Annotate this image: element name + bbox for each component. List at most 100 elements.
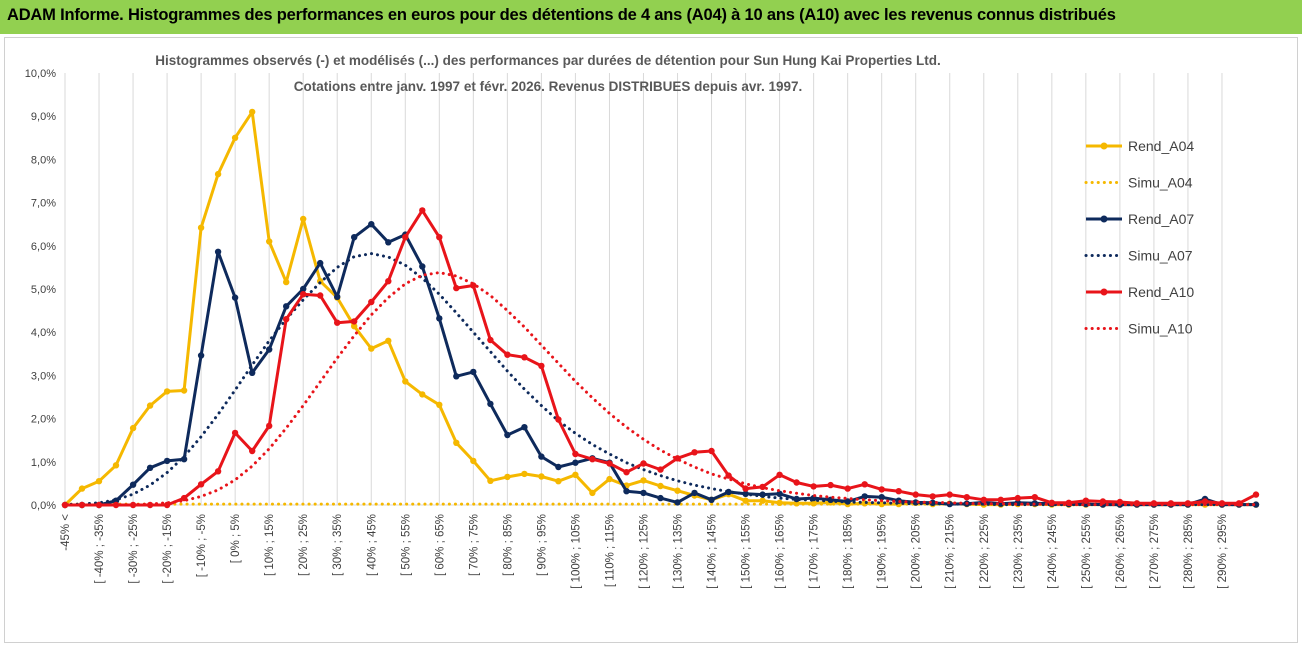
data-point xyxy=(95,478,103,485)
x-tick-label: [ -30% ; -25% xyxy=(128,514,140,584)
data-point xyxy=(589,489,596,497)
series-lines xyxy=(61,108,1260,509)
series-Simu_A07 xyxy=(63,252,1258,507)
data-point xyxy=(231,429,239,437)
data-point xyxy=(538,453,545,460)
y-axis: 0,0% 1,0% 2,0% 3,0% 4,0% 5,0% 6,0% 7,0% 8,0% 9,0%… xyxy=(25,68,56,512)
data-point xyxy=(623,488,630,495)
data-point xyxy=(844,485,851,492)
data-point xyxy=(776,471,783,478)
legend-marker xyxy=(1100,215,1108,223)
series-Rend_A10 xyxy=(61,207,1260,509)
data-point xyxy=(334,293,341,300)
data-point xyxy=(487,336,494,344)
data-point xyxy=(1252,491,1260,498)
x-tick-label: [ 190% ; 195% xyxy=(877,514,889,589)
data-point xyxy=(572,459,579,466)
data-point xyxy=(827,481,834,489)
data-point xyxy=(368,298,375,306)
chart-grid xyxy=(64,73,1223,505)
data-point xyxy=(317,259,324,267)
x-tick-label: [ 20% ; 25% xyxy=(298,514,310,576)
data-point xyxy=(963,494,970,501)
data-point xyxy=(861,493,868,500)
x-tick-label: [ 210% ; 215% xyxy=(945,514,957,589)
data-point xyxy=(300,215,307,223)
data-point xyxy=(606,475,613,483)
data-point xyxy=(300,291,307,298)
data-point xyxy=(521,470,528,478)
data-point xyxy=(878,486,885,493)
data-point xyxy=(691,449,698,456)
data-point xyxy=(606,460,613,467)
data-point xyxy=(657,494,664,502)
data-point xyxy=(214,248,222,255)
data-point xyxy=(1201,498,1209,505)
x-tick-label: [ 10% ; 15% xyxy=(264,514,276,576)
x-tick-label: [ 280% ; 285% xyxy=(1183,514,1195,589)
data-point xyxy=(589,456,596,463)
data-point xyxy=(129,481,137,488)
data-point xyxy=(929,493,936,500)
data-point xyxy=(861,481,868,488)
data-point xyxy=(402,234,409,241)
data-point xyxy=(249,108,256,116)
x-tick-label: [ 40% ; 45% xyxy=(366,514,378,576)
legend-item: Rend_A04 xyxy=(1086,138,1194,154)
y-tick-label: 1,0% xyxy=(31,457,56,469)
chart-legend: Rend_A04 Simu_A04 Rend_A07 Simu_A07 Rend_A10… xyxy=(1084,138,1194,337)
legend-item: Rend_A07 xyxy=(1086,211,1194,227)
legend-item: Simu_A04 xyxy=(1084,175,1193,191)
series-Simu_A10 xyxy=(63,271,1258,507)
y-tick-label: 10,0% xyxy=(25,68,56,80)
x-tick-label: [ 60% ; 65% xyxy=(434,514,446,576)
y-tick-label: 3,0% xyxy=(31,370,56,382)
data-point xyxy=(521,354,528,361)
data-point xyxy=(708,447,715,455)
data-point xyxy=(742,497,749,504)
series-Rend_A07 xyxy=(61,221,1260,509)
x-tick-label: [ 180% ; 185% xyxy=(843,514,855,589)
data-point xyxy=(555,463,562,471)
data-point xyxy=(912,491,919,498)
data-point xyxy=(980,496,987,503)
data-point xyxy=(402,378,409,385)
data-point xyxy=(555,478,562,485)
report-header: ADAM Informe. Histogrammes des performan… xyxy=(0,0,1302,34)
x-tick-label: [ 230% ; 235% xyxy=(1013,514,1025,589)
data-point xyxy=(197,224,205,231)
data-point xyxy=(759,497,766,504)
data-point xyxy=(1099,498,1107,505)
data-point xyxy=(1252,501,1260,508)
x-tick-label: [ 160% ; 165% xyxy=(775,514,787,589)
x-tick-label: [ 30% ; 35% xyxy=(332,514,344,576)
legend-item: Rend_A10 xyxy=(1086,284,1194,300)
x-tick-label: [ 0% ; 5% xyxy=(230,514,242,563)
series-line xyxy=(63,110,1256,507)
data-point xyxy=(351,234,358,241)
y-tick-label: 2,0% xyxy=(31,414,56,426)
data-point xyxy=(419,263,426,270)
x-tick-label: [ 50% ; 55% xyxy=(400,514,412,576)
data-point xyxy=(317,292,324,299)
series-line xyxy=(65,222,1256,507)
data-point xyxy=(470,457,477,465)
data-point xyxy=(197,481,205,488)
data-point xyxy=(129,424,137,432)
data-point xyxy=(572,450,579,458)
x-tick-label: [ 100% ; 105% xyxy=(570,514,582,589)
data-point xyxy=(112,462,120,469)
x-tick-label: [ 140% ; 145% xyxy=(707,514,719,589)
data-point xyxy=(283,278,290,286)
legend-marker xyxy=(1100,142,1108,150)
data-point xyxy=(180,387,188,394)
x-tick-label: [ 150% ; 155% xyxy=(741,514,753,589)
data-point xyxy=(266,346,273,353)
data-point xyxy=(504,351,511,358)
data-point xyxy=(810,483,817,490)
legend-marker xyxy=(1100,288,1108,296)
y-tick-label: 7,0% xyxy=(31,198,56,210)
data-point xyxy=(266,238,273,245)
data-point xyxy=(640,477,647,484)
data-point xyxy=(385,337,392,344)
